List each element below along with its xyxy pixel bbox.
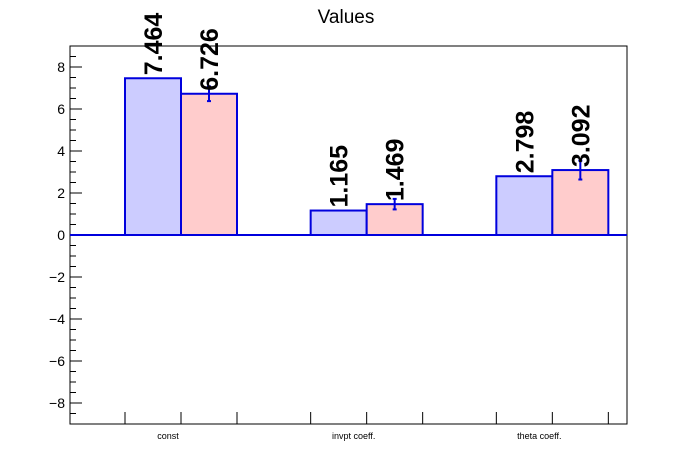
data-label: 3.092 (567, 105, 595, 168)
plot-area: −8 −6 −4 −2 0 2 4 6 8 const invpt coeff. theta coef… (49, 13, 628, 441)
data-label: 2.798 (511, 111, 539, 174)
y-tick-label: −2 (49, 269, 65, 285)
bar-series-1 (309, 209, 368, 237)
x-category-label: const (157, 431, 179, 441)
chart-title: Values (318, 7, 375, 28)
data-label: 7.464 (140, 13, 168, 76)
y-tick-label: 0 (57, 227, 65, 243)
y-tick-label: 2 (57, 185, 65, 201)
y-tick-label: −4 (49, 311, 65, 327)
x-category-label: invpt coeff. (332, 431, 375, 441)
y-tick-label: −6 (49, 353, 65, 369)
data-label: 6.726 (196, 28, 224, 91)
bar-series-2 (551, 169, 610, 236)
data-label: 1.469 (382, 139, 410, 202)
bar-series-1 (124, 77, 182, 236)
x-category-label: theta coeff. (517, 431, 561, 441)
y-tick-label: −8 (49, 395, 65, 411)
data-label: 1.165 (326, 145, 354, 208)
y-tick-label: 4 (57, 143, 65, 159)
y-tick-label: 6 (57, 101, 65, 117)
y-tick-label: 8 (57, 59, 65, 75)
bar-series-2 (180, 92, 238, 236)
bar-series-1 (495, 175, 554, 237)
